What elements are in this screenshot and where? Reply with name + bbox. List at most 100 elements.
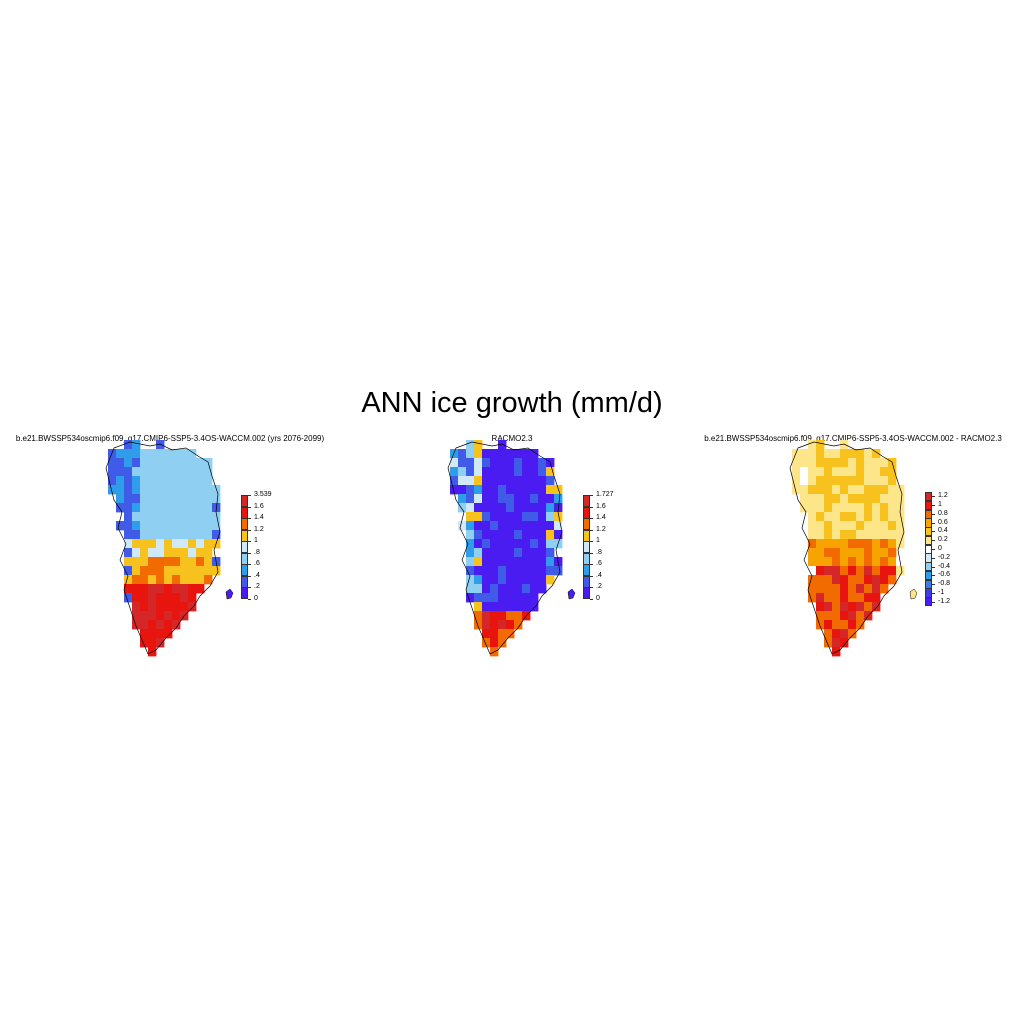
grid-cell — [148, 548, 157, 558]
grid-cell — [840, 638, 849, 648]
grid-cell — [204, 575, 213, 585]
grid-cell — [546, 539, 555, 549]
colorbar-swatch — [583, 552, 590, 565]
grid-cell — [124, 503, 133, 513]
grid-cell — [172, 539, 181, 549]
grid-cell — [832, 458, 841, 468]
colorbar-label: .2 — [596, 583, 602, 591]
grid-cell — [848, 620, 857, 630]
grid-cell — [466, 476, 475, 486]
grid-cell — [180, 530, 189, 540]
grid-cell — [832, 584, 841, 594]
colorbar-swatch — [925, 562, 932, 572]
grid-cell — [816, 449, 825, 459]
grid-cell — [880, 575, 889, 585]
grid-cell — [164, 503, 173, 513]
grid-cell — [116, 503, 125, 513]
colorbar-swatch — [583, 541, 590, 554]
colorbar-swatch — [925, 579, 932, 589]
grid-cell — [148, 539, 157, 549]
grid-cell — [816, 503, 825, 513]
grid-cell — [164, 458, 173, 468]
grid-cell — [824, 521, 833, 531]
grid-cell — [140, 629, 149, 639]
grid-cell — [204, 566, 213, 576]
grid-cell — [490, 521, 499, 531]
grid-cell — [872, 458, 881, 468]
colorbar-tick — [590, 518, 593, 520]
grid-cell — [840, 485, 849, 495]
grid-cell — [506, 566, 515, 576]
grid-cell — [872, 467, 881, 477]
grid-cell — [872, 503, 881, 513]
colorbar-label: 0 — [254, 595, 258, 602]
grid-cell — [848, 539, 857, 549]
grid-cell — [132, 449, 141, 459]
grid-cell — [482, 557, 491, 567]
grid-cell — [880, 512, 889, 522]
grid-cell — [880, 584, 889, 594]
grid-cell — [824, 467, 833, 477]
grid-cell — [896, 521, 905, 531]
grid-cell — [792, 449, 801, 459]
grid-cell — [864, 548, 873, 558]
grid-cell — [164, 584, 173, 594]
grid-cell — [872, 521, 881, 531]
grid-cell — [466, 467, 475, 477]
grid-cell — [148, 611, 157, 621]
grid-cell — [546, 530, 555, 540]
colorbar-swatch — [583, 529, 590, 542]
grid-cell — [140, 449, 149, 459]
grid-cell — [498, 575, 507, 585]
grid-cell — [450, 467, 459, 477]
colorbar-swatch — [583, 495, 590, 508]
grid-cell — [156, 611, 165, 621]
grid-cell — [864, 593, 873, 603]
grid-cell — [156, 467, 165, 477]
grid-cell — [466, 557, 475, 567]
grid-cell — [888, 530, 897, 540]
colorbar-swatch — [241, 575, 248, 588]
grid-cell — [824, 593, 833, 603]
grid-cell — [172, 593, 181, 603]
colorbar-tick — [932, 592, 935, 594]
grid-cell — [172, 602, 181, 612]
grid-cell — [172, 494, 181, 504]
grid-cell — [832, 503, 841, 513]
colorbar-tick — [932, 522, 935, 524]
grid-cell — [888, 485, 897, 495]
grid-cell — [840, 593, 849, 603]
grid-cell — [116, 476, 125, 486]
grid-cell — [808, 458, 817, 468]
grid-cell — [164, 476, 173, 486]
grid-cell — [530, 449, 539, 459]
grid-cell — [856, 539, 865, 549]
colorbar-label: 1 — [938, 501, 942, 509]
grid-cell — [832, 638, 841, 648]
colorbar-swatch — [925, 597, 932, 607]
grid-cell — [808, 575, 817, 585]
grid-cell — [856, 494, 865, 504]
grid-cells — [450, 440, 563, 657]
grid-cell — [506, 521, 515, 531]
grid-cell — [840, 494, 849, 504]
grid-cell — [164, 557, 173, 567]
grid-cell — [482, 521, 491, 531]
grid-cell — [474, 539, 483, 549]
grid-cell — [816, 539, 825, 549]
grid-cell — [498, 503, 507, 513]
grid-cell — [872, 548, 881, 558]
grid-cell — [522, 530, 531, 540]
colorbar-tick — [248, 495, 251, 496]
grid-cell — [466, 539, 475, 549]
grid-cell — [172, 566, 181, 576]
grid-cell — [522, 512, 531, 522]
grid-cell — [490, 620, 499, 630]
grid-cell — [848, 593, 857, 603]
grid-cell — [196, 467, 205, 477]
colorbar-tick — [590, 587, 593, 589]
colorbar-label: 1.2 — [596, 525, 606, 533]
grid-cell — [140, 512, 149, 522]
grid-cell — [482, 611, 491, 621]
grid-cell — [148, 575, 157, 585]
